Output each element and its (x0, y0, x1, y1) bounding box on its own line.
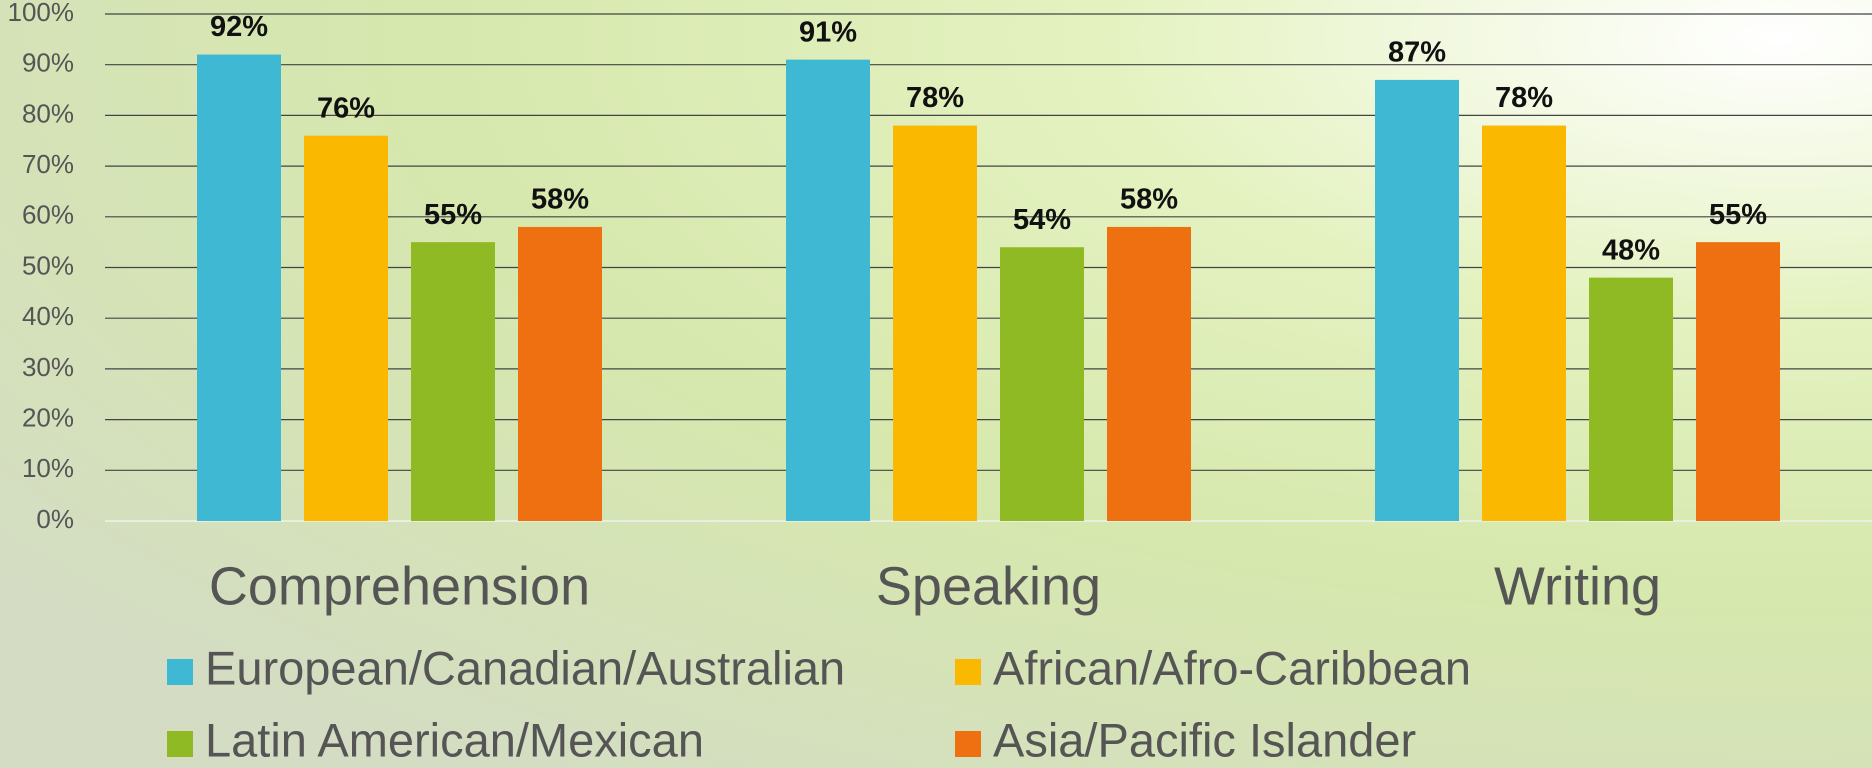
bar (411, 242, 495, 521)
value-label: 55% (1709, 199, 1767, 231)
y-tick-label: 50% (22, 250, 74, 280)
bar (1589, 277, 1673, 521)
y-tick-label: 20% (22, 402, 74, 432)
legend-swatch (955, 659, 981, 685)
bar (197, 54, 281, 522)
bar (518, 226, 602, 521)
legend-label: Latin American/Mexican (205, 713, 704, 766)
y-tick-label: 0% (36, 504, 74, 534)
bar (1375, 79, 1459, 521)
y-tick-label: 100% (8, 0, 75, 27)
x-tick-label: Speaking (876, 556, 1101, 616)
y-tick-label: 60% (22, 200, 74, 230)
y-tick-label: 70% (22, 149, 74, 179)
bar (893, 125, 977, 521)
value-label: 76% (317, 92, 375, 124)
bar (304, 135, 388, 521)
bar (1696, 242, 1780, 521)
y-tick-label: 40% (22, 301, 74, 331)
legend-swatch (955, 731, 981, 757)
bar (786, 59, 870, 521)
value-label: 48% (1602, 234, 1660, 266)
legend-label: Asia/Pacific Islander (993, 713, 1416, 766)
value-label: 54% (1013, 204, 1071, 236)
value-label: 55% (424, 199, 482, 231)
bar (1107, 226, 1191, 521)
value-label: 91% (799, 16, 857, 48)
legend-swatch (167, 659, 193, 685)
y-tick-label: 30% (22, 352, 74, 382)
value-label: 92% (210, 11, 268, 43)
value-label: 87% (1388, 37, 1446, 69)
value-label: 78% (1495, 82, 1553, 114)
legend-swatch (167, 731, 193, 757)
value-label: 78% (906, 82, 964, 114)
y-tick-label: 90% (22, 48, 74, 78)
value-label: 58% (1120, 184, 1178, 216)
y-tick-label: 80% (22, 98, 74, 128)
bar (1482, 125, 1566, 521)
value-label: 58% (531, 184, 589, 216)
x-tick-label: Writing (1494, 556, 1661, 616)
bar (1000, 247, 1084, 521)
legend-label: European/Canadian/Australian (205, 641, 845, 694)
legend-label: African/Afro-Caribbean (993, 641, 1471, 694)
y-tick-label: 10% (22, 453, 74, 483)
x-tick-label: Comprehension (209, 556, 590, 616)
